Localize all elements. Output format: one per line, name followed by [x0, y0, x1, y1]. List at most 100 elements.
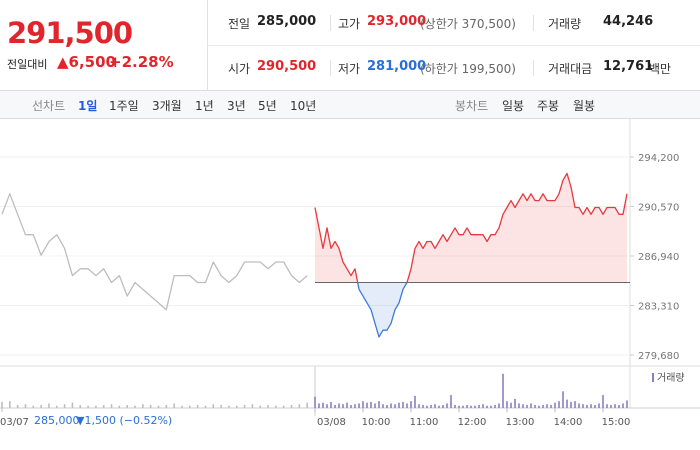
- volume-bar: [526, 404, 528, 408]
- volume-bar: [534, 404, 536, 408]
- volume-bar: [358, 403, 360, 408]
- stat-value: 293,000: [367, 14, 427, 29]
- volume-bar: [538, 405, 540, 408]
- volume-bar: [466, 404, 468, 408]
- volume-bar: [502, 373, 504, 408]
- volume-bar: [290, 404, 293, 408]
- volume-bar: [318, 403, 320, 408]
- volume-bar: [354, 404, 356, 408]
- stat-note: (상한가 370,500): [420, 17, 516, 31]
- volume-bar: [590, 404, 592, 408]
- volume-bar: [542, 404, 544, 408]
- volume-bar: [374, 403, 376, 408]
- volume-bar: [550, 404, 552, 408]
- tab[interactable]: 1주일: [109, 99, 139, 113]
- volume-bar: [422, 404, 424, 408]
- volume-bar: [570, 401, 572, 408]
- volume-bar: [430, 404, 432, 408]
- volume-bar: [614, 404, 616, 408]
- stat-unit: 백만: [649, 62, 672, 76]
- volume-bar: [55, 405, 58, 408]
- tab[interactable]: 3년: [227, 99, 246, 113]
- volume-bar: [314, 396, 316, 408]
- volume-bar: [470, 405, 472, 408]
- volume-bar: [510, 402, 512, 408]
- price-line: [314, 172, 628, 338]
- x-tick-label: 03/07: [0, 417, 29, 428]
- volume-bar: [134, 405, 136, 408]
- prev-close: 285,000: [34, 414, 80, 427]
- volume-bar: [370, 401, 372, 408]
- volume-bar: [546, 404, 548, 408]
- volume-bar: [458, 405, 460, 408]
- volume-bar: [212, 404, 215, 408]
- volume-bar: [204, 405, 207, 408]
- volume-bar: [298, 404, 301, 408]
- current-price: 291,500: [7, 16, 133, 50]
- tab-group-label: 봉차트: [455, 99, 489, 113]
- stat-value: 281,000: [367, 59, 427, 74]
- volume-bar: [390, 403, 392, 408]
- volume-bar: [506, 401, 508, 408]
- volume-bar: [220, 404, 222, 408]
- volume-bar: [342, 404, 344, 408]
- stat-label: 거래량: [548, 17, 582, 31]
- tab[interactable]: 월봉: [573, 99, 596, 113]
- stat-label: 거래대금: [548, 62, 593, 76]
- volume-bar: [578, 403, 580, 408]
- tab[interactable]: 1년: [195, 99, 214, 113]
- divider: [533, 15, 534, 31]
- volume-bar: [95, 405, 97, 408]
- y-tick-label: 290,570: [638, 203, 679, 214]
- volume-bar: [267, 404, 269, 408]
- tab[interactable]: 10년: [290, 99, 317, 113]
- x-tick-label: 10:00: [362, 417, 391, 428]
- volume-bar: [566, 399, 568, 408]
- chart: 279,680 283,310 286,940 290,570 294,200 03/07…: [0, 118, 700, 428]
- volume-bar: [16, 404, 19, 408]
- volume-bar: [554, 402, 556, 408]
- volume-bar: [414, 395, 416, 408]
- divider: [330, 60, 331, 76]
- x-tick-label: 13:00: [506, 417, 535, 428]
- tab[interactable]: 5년: [258, 99, 277, 113]
- tab[interactable]: 일봉: [502, 99, 525, 113]
- volume-bar: [346, 402, 348, 408]
- volume-bar: [450, 395, 452, 408]
- volume-bar: [462, 405, 464, 408]
- volume-bar: [494, 404, 496, 408]
- volume-bar: [446, 403, 448, 408]
- volume-bar: [110, 404, 113, 408]
- volume-bar: [498, 403, 500, 408]
- tab[interactable]: 3개월: [152, 99, 182, 113]
- volume-bar: [334, 404, 336, 408]
- tab[interactable]: 1일: [78, 99, 98, 113]
- stat-value: 44,246: [603, 14, 654, 29]
- volume-bar: [626, 400, 628, 408]
- y-tick-label: 279,680: [638, 351, 679, 362]
- volume-bar: [574, 401, 576, 408]
- volume-bar: [482, 404, 484, 408]
- volume-bar: [1, 401, 3, 408]
- volume-bar: [402, 401, 404, 408]
- tab-group-label: 선차트: [32, 99, 66, 113]
- volume-bar: [490, 405, 492, 408]
- volume-bar: [79, 404, 82, 408]
- volume-bar: [382, 404, 384, 408]
- prev-change: ▼1,500 (−0.52%): [76, 414, 173, 427]
- divider: [533, 60, 534, 76]
- volume-bar: [386, 404, 388, 408]
- volume-bar: [522, 404, 524, 408]
- volume-bar: [126, 404, 128, 408]
- volume-bar: [306, 402, 308, 408]
- volume-bar: [398, 402, 400, 408]
- tab[interactable]: 주봉: [537, 99, 560, 113]
- volume-bar: [478, 404, 480, 408]
- stat-note: (하한가 199,500): [420, 62, 516, 76]
- volume-bar: [282, 405, 285, 408]
- volume-bar: [350, 404, 352, 408]
- volume-bar: [9, 401, 11, 408]
- volume-bar: [558, 401, 560, 408]
- stat-label: 고가: [338, 17, 361, 31]
